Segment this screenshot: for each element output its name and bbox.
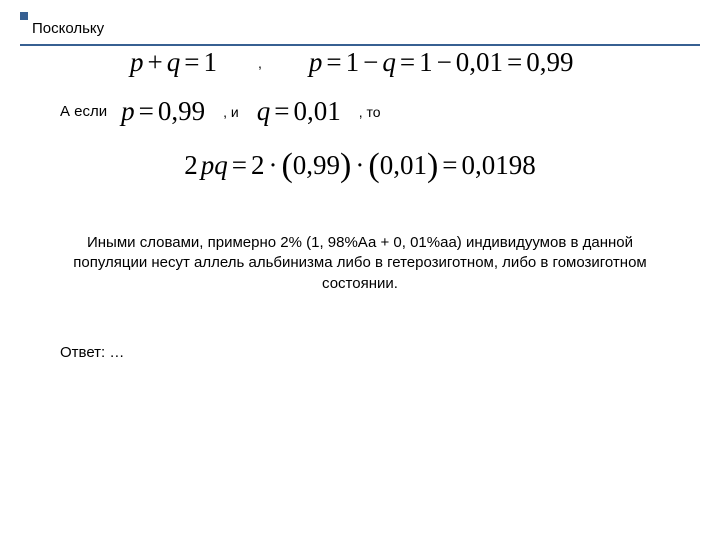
num-2b: 2 xyxy=(251,150,265,180)
equation-2pq: 2pq=2·(0,99)·(0,01)=0,0198 xyxy=(184,145,536,183)
paren-open: ( xyxy=(281,147,292,184)
equation-q-val: q=0,01 xyxy=(257,96,341,127)
title-text: Поскольку xyxy=(30,20,690,37)
title-bar: Поскольку xyxy=(30,20,690,37)
val-099: 0,99 xyxy=(293,150,340,180)
comma-1: , xyxy=(258,55,262,71)
var-q: q xyxy=(382,47,396,77)
num-1b: 1 xyxy=(419,47,433,77)
equation-p-val: p=0,99 xyxy=(121,96,205,127)
explanation-paragraph: Иными словами, примерно 2% (1, 98%Аа + 0… xyxy=(60,233,660,294)
op-minus: − xyxy=(433,47,456,77)
connector-i: , и xyxy=(223,104,239,120)
connector-to: , то xyxy=(359,104,381,120)
answer-line: Ответ: … xyxy=(60,344,690,361)
num-2: 2 xyxy=(184,150,198,180)
label-a-esli: А если xyxy=(60,103,107,120)
op-eq: = xyxy=(438,150,461,180)
op-eq: = xyxy=(322,47,345,77)
op-plus: + xyxy=(144,47,167,77)
num-1: 1 xyxy=(203,47,217,77)
op-eq: = xyxy=(503,47,526,77)
op-eq: = xyxy=(135,96,158,126)
equation-row-1: p+q=1 , p=1−q=1−0,01=0,99 xyxy=(130,47,690,78)
equation-row-2: А если p=0,99 , и q=0,01 , то xyxy=(60,96,690,127)
val-00198: 0,0198 xyxy=(462,150,536,180)
op-dot: · xyxy=(264,150,281,180)
var-q: q xyxy=(257,96,271,126)
val-001: 0,01 xyxy=(456,47,503,77)
var-p: p xyxy=(309,47,323,77)
val-001: 0,01 xyxy=(380,150,427,180)
paren-open: ( xyxy=(368,147,379,184)
op-eq: = xyxy=(180,47,203,77)
equation-row-3: 2pq=2·(0,99)·(0,01)=0,0198 xyxy=(30,145,690,183)
op-eq: = xyxy=(270,96,293,126)
title-corner-square xyxy=(20,12,28,20)
var-p: p xyxy=(198,150,215,180)
var-q: q xyxy=(214,150,228,180)
equation-1-left: p+q=1 xyxy=(130,47,217,78)
val-001: 0,01 xyxy=(293,96,340,126)
equation-1-right: p=1−q=1−0,01=0,99 xyxy=(309,47,574,78)
val-099: 0,99 xyxy=(158,96,205,126)
op-eq: = xyxy=(228,150,251,180)
op-minus: − xyxy=(359,47,382,77)
var-q: q xyxy=(167,47,181,77)
paren-close: ) xyxy=(340,147,351,184)
op-eq: = xyxy=(396,47,419,77)
op-dot: · xyxy=(351,150,368,180)
title-underline xyxy=(20,44,700,46)
var-p: p xyxy=(130,47,144,77)
var-p: p xyxy=(121,96,135,126)
num-1: 1 xyxy=(346,47,360,77)
paren-close: ) xyxy=(427,147,438,184)
val-099: 0,99 xyxy=(526,47,573,77)
